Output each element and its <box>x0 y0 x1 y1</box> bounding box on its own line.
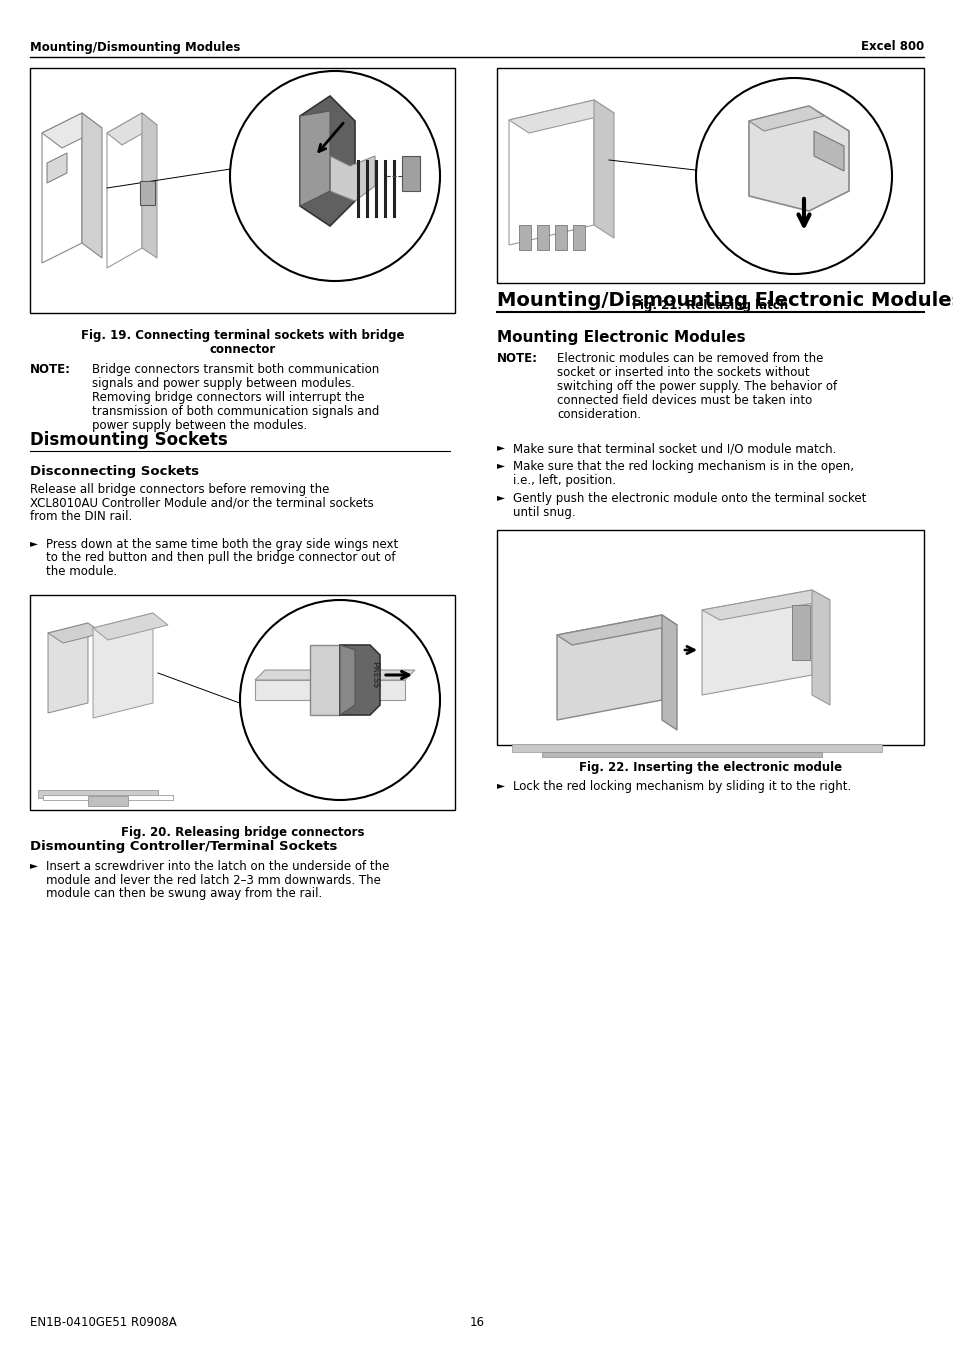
Bar <box>497 530 923 744</box>
Bar <box>140 181 154 205</box>
Polygon shape <box>48 623 88 713</box>
Bar <box>497 68 923 282</box>
Text: Fig. 22. Inserting the electronic module: Fig. 22. Inserting the electronic module <box>578 761 841 774</box>
Polygon shape <box>47 153 67 182</box>
Text: until snug.: until snug. <box>513 507 575 519</box>
Polygon shape <box>142 113 157 258</box>
Text: Insert a screwdriver into the latch on the underside of the: Insert a screwdriver into the latch on t… <box>46 861 389 873</box>
Polygon shape <box>254 680 405 700</box>
Text: switching off the power supply. The behavior of: switching off the power supply. The beha… <box>557 380 836 393</box>
Text: PRESS: PRESS <box>370 662 379 689</box>
Polygon shape <box>42 113 82 263</box>
Text: Bridge connectors transmit both communication: Bridge connectors transmit both communic… <box>91 363 379 376</box>
Bar <box>573 226 584 250</box>
Circle shape <box>230 72 439 281</box>
Polygon shape <box>748 105 823 131</box>
Text: Mounting Electronic Modules: Mounting Electronic Modules <box>497 330 745 345</box>
Polygon shape <box>310 644 339 715</box>
Polygon shape <box>748 105 848 211</box>
Text: Disconnecting Sockets: Disconnecting Sockets <box>30 465 199 478</box>
Polygon shape <box>299 111 330 205</box>
Circle shape <box>696 78 891 274</box>
Polygon shape <box>557 615 677 644</box>
Text: module can then be swung away from the rail.: module can then be swung away from the r… <box>46 888 322 900</box>
Text: connected field devices must be taken into: connected field devices must be taken in… <box>557 394 811 407</box>
Text: Gently push the electronic module onto the terminal socket: Gently push the electronic module onto t… <box>513 492 865 505</box>
Bar <box>30 68 455 313</box>
Polygon shape <box>509 100 594 245</box>
Text: ►: ► <box>497 459 504 470</box>
Text: signals and power supply between modules.: signals and power supply between modules… <box>91 377 355 390</box>
Text: connector: connector <box>209 343 275 357</box>
Text: socket or inserted into the sockets without: socket or inserted into the sockets with… <box>557 366 809 380</box>
Bar <box>537 226 548 250</box>
Polygon shape <box>330 155 375 201</box>
Text: XCL8010AU Controller Module and/or the terminal sockets: XCL8010AU Controller Module and/or the t… <box>30 497 374 509</box>
Polygon shape <box>254 670 415 680</box>
Bar <box>555 226 566 250</box>
Text: Release all bridge connectors before removing the: Release all bridge connectors before rem… <box>30 484 329 496</box>
Bar <box>791 605 809 661</box>
Polygon shape <box>42 113 102 149</box>
Text: i.e., left, position.: i.e., left, position. <box>513 474 616 486</box>
Text: transmission of both communication signals and: transmission of both communication signa… <box>91 405 379 417</box>
Text: the module.: the module. <box>46 565 117 578</box>
Polygon shape <box>92 613 168 640</box>
Bar <box>401 155 419 190</box>
Text: NOTE:: NOTE: <box>30 363 71 376</box>
Text: Fig. 20. Releasing bridge connectors: Fig. 20. Releasing bridge connectors <box>121 825 364 839</box>
Text: Mounting/Dismounting Electronic Modules: Mounting/Dismounting Electronic Modules <box>497 290 953 309</box>
Polygon shape <box>594 100 614 238</box>
Polygon shape <box>107 113 157 145</box>
Text: Dismounting Controller/Terminal Sockets: Dismounting Controller/Terminal Sockets <box>30 840 337 852</box>
Polygon shape <box>48 623 103 643</box>
Text: NOTE:: NOTE: <box>497 353 537 365</box>
Bar <box>518 226 531 250</box>
Text: Lock the red locking mechanism by sliding it to the right.: Lock the red locking mechanism by slidin… <box>513 780 850 793</box>
Polygon shape <box>299 96 355 226</box>
Text: from the DIN rail.: from the DIN rail. <box>30 509 132 523</box>
Text: power supply between the modules.: power supply between the modules. <box>91 419 307 432</box>
Text: ►: ► <box>30 538 38 549</box>
Polygon shape <box>509 100 614 132</box>
Bar <box>43 794 172 800</box>
Text: ►: ► <box>497 492 504 503</box>
Text: Electronic modules can be removed from the: Electronic modules can be removed from t… <box>557 353 822 365</box>
Polygon shape <box>339 644 379 715</box>
Polygon shape <box>557 615 661 720</box>
Text: Press down at the same time both the gray side wings next: Press down at the same time both the gra… <box>46 538 397 551</box>
Bar <box>541 753 821 757</box>
Bar <box>30 594 455 811</box>
Bar <box>88 796 128 807</box>
Bar <box>512 744 882 753</box>
Text: ►: ► <box>497 780 504 790</box>
Text: Fig. 19. Connecting terminal sockets with bridge: Fig. 19. Connecting terminal sockets wit… <box>81 330 404 342</box>
Polygon shape <box>82 113 102 258</box>
Text: Removing bridge connectors will interrupt the: Removing bridge connectors will interrup… <box>91 390 364 404</box>
Polygon shape <box>339 644 355 715</box>
Text: consideration.: consideration. <box>557 408 640 422</box>
Polygon shape <box>701 590 811 694</box>
Text: ►: ► <box>497 442 504 453</box>
Text: Make sure that terminal socket und I/O module match.: Make sure that terminal socket und I/O m… <box>513 442 836 455</box>
Text: ►: ► <box>30 861 38 870</box>
Text: Mounting/Dismounting Modules: Mounting/Dismounting Modules <box>30 41 240 54</box>
Polygon shape <box>811 590 829 705</box>
Text: to the red button and then pull the bridge connector out of: to the red button and then pull the brid… <box>46 551 395 565</box>
Polygon shape <box>661 615 677 730</box>
Text: 16: 16 <box>469 1316 484 1329</box>
Text: Excel 800: Excel 800 <box>860 41 923 54</box>
Polygon shape <box>701 590 829 620</box>
Polygon shape <box>92 613 152 717</box>
Polygon shape <box>107 113 142 267</box>
Text: module and lever the red latch 2–3 mm downwards. The: module and lever the red latch 2–3 mm do… <box>46 874 380 886</box>
Text: Fig. 21. Releasing latch: Fig. 21. Releasing latch <box>632 299 788 312</box>
Bar <box>38 790 158 798</box>
Circle shape <box>240 600 439 800</box>
Text: Dismounting Sockets: Dismounting Sockets <box>30 431 228 449</box>
Polygon shape <box>813 131 843 172</box>
Text: EN1B-0410GE51 R0908A: EN1B-0410GE51 R0908A <box>30 1316 176 1329</box>
Bar <box>38 91 178 305</box>
Text: Make sure that the red locking mechanism is in the open,: Make sure that the red locking mechanism… <box>513 459 853 473</box>
